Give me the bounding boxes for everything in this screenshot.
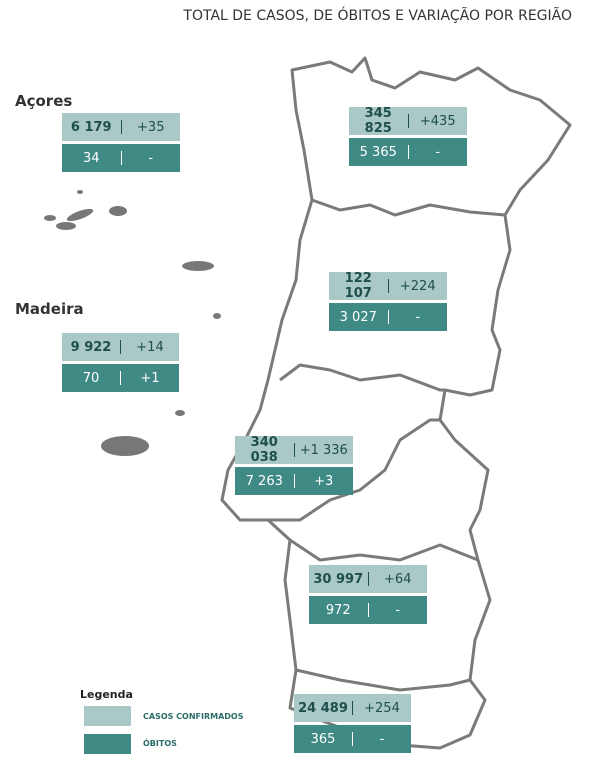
legend-swatch [84, 706, 131, 726]
cases-change: +435 [419, 113, 456, 129]
deaths-change: - [415, 309, 421, 325]
cases-change: +35 [137, 119, 165, 135]
region-name: Açores [15, 92, 73, 110]
cases-change: +224 [399, 278, 436, 294]
island [77, 190, 83, 194]
region-border [289, 538, 479, 562]
separator [367, 572, 369, 586]
deaths: 3 027 [339, 309, 377, 325]
island [182, 261, 214, 271]
separator [293, 443, 295, 457]
deaths-change: - [435, 144, 441, 160]
separator [352, 732, 353, 746]
deaths-box: 70 +1 [62, 364, 179, 392]
region-border [279, 363, 445, 392]
cases-change: +14 [136, 339, 164, 355]
cases-box: 30 997 +64 [309, 565, 427, 593]
deaths-change: +1 [140, 370, 160, 386]
cases: 30 997 [313, 571, 364, 587]
island [56, 222, 76, 230]
separator [120, 120, 122, 134]
island [109, 206, 127, 216]
island [175, 410, 185, 416]
cases: 6 179 [70, 119, 112, 135]
legend-title: Legenda [80, 688, 133, 701]
deaths: 70 [82, 370, 100, 386]
cases-change: +64 [384, 571, 412, 587]
deaths-box: 34 - [62, 144, 180, 172]
cases-box: 122 107 +224 [329, 271, 447, 301]
separator [120, 371, 121, 385]
deaths-box: 3 027 - [329, 303, 447, 331]
deaths: 365 [310, 731, 336, 747]
separator [387, 310, 389, 324]
cases-change: +1 336 [299, 442, 348, 458]
deaths-change: - [379, 731, 385, 747]
separator [120, 151, 122, 165]
deaths-box: 972 - [309, 596, 427, 624]
deaths: 5 365 [359, 144, 397, 160]
cases: 340 038 [250, 435, 278, 465]
separator [293, 474, 295, 488]
cases: 345 825 [364, 106, 392, 136]
deaths-box: 5 365 - [349, 138, 467, 166]
cases-change: +254 [364, 700, 400, 716]
region-border [311, 198, 506, 217]
cases-box: 340 038 +1 336 [235, 435, 353, 465]
region-border [295, 668, 471, 692]
cases: 24 489 [298, 700, 348, 716]
island [44, 215, 56, 221]
region-border [268, 418, 440, 522]
island [213, 313, 221, 319]
cases-box: 24 489 +254 [294, 694, 411, 722]
deaths-change: - [148, 150, 154, 166]
deaths: 34 [82, 150, 100, 166]
island [101, 436, 149, 456]
deaths-box: 365 - [294, 725, 411, 753]
mainland-outline [220, 56, 572, 750]
legend-item: ÓBITOS [143, 739, 177, 748]
legend-item: CASOS CONFIRMADOS [143, 712, 244, 721]
separator [407, 145, 409, 159]
deaths-box: 7 263 +3 [235, 467, 353, 495]
island [66, 208, 94, 222]
deaths-change: +3 [314, 473, 334, 489]
separator [367, 603, 369, 617]
cases-box: 345 825 +435 [349, 106, 467, 136]
cases-box: 6 179 +35 [62, 113, 180, 141]
deaths: 972 [325, 602, 351, 618]
separator [387, 279, 389, 293]
region-name: Madeira [15, 300, 84, 318]
legend-swatch [84, 734, 131, 754]
separator [352, 701, 353, 715]
separator [407, 114, 409, 128]
separator [120, 340, 121, 354]
deaths: 7 263 [245, 473, 283, 489]
cases-box: 9 922 +14 [62, 333, 179, 361]
title: TOTAL DE CASOS, DE ÓBITOS E VARIAÇÃO POR… [183, 8, 572, 24]
cases: 122 107 [344, 271, 372, 301]
deaths-change: - [395, 602, 401, 618]
cases: 9 922 [70, 339, 112, 355]
